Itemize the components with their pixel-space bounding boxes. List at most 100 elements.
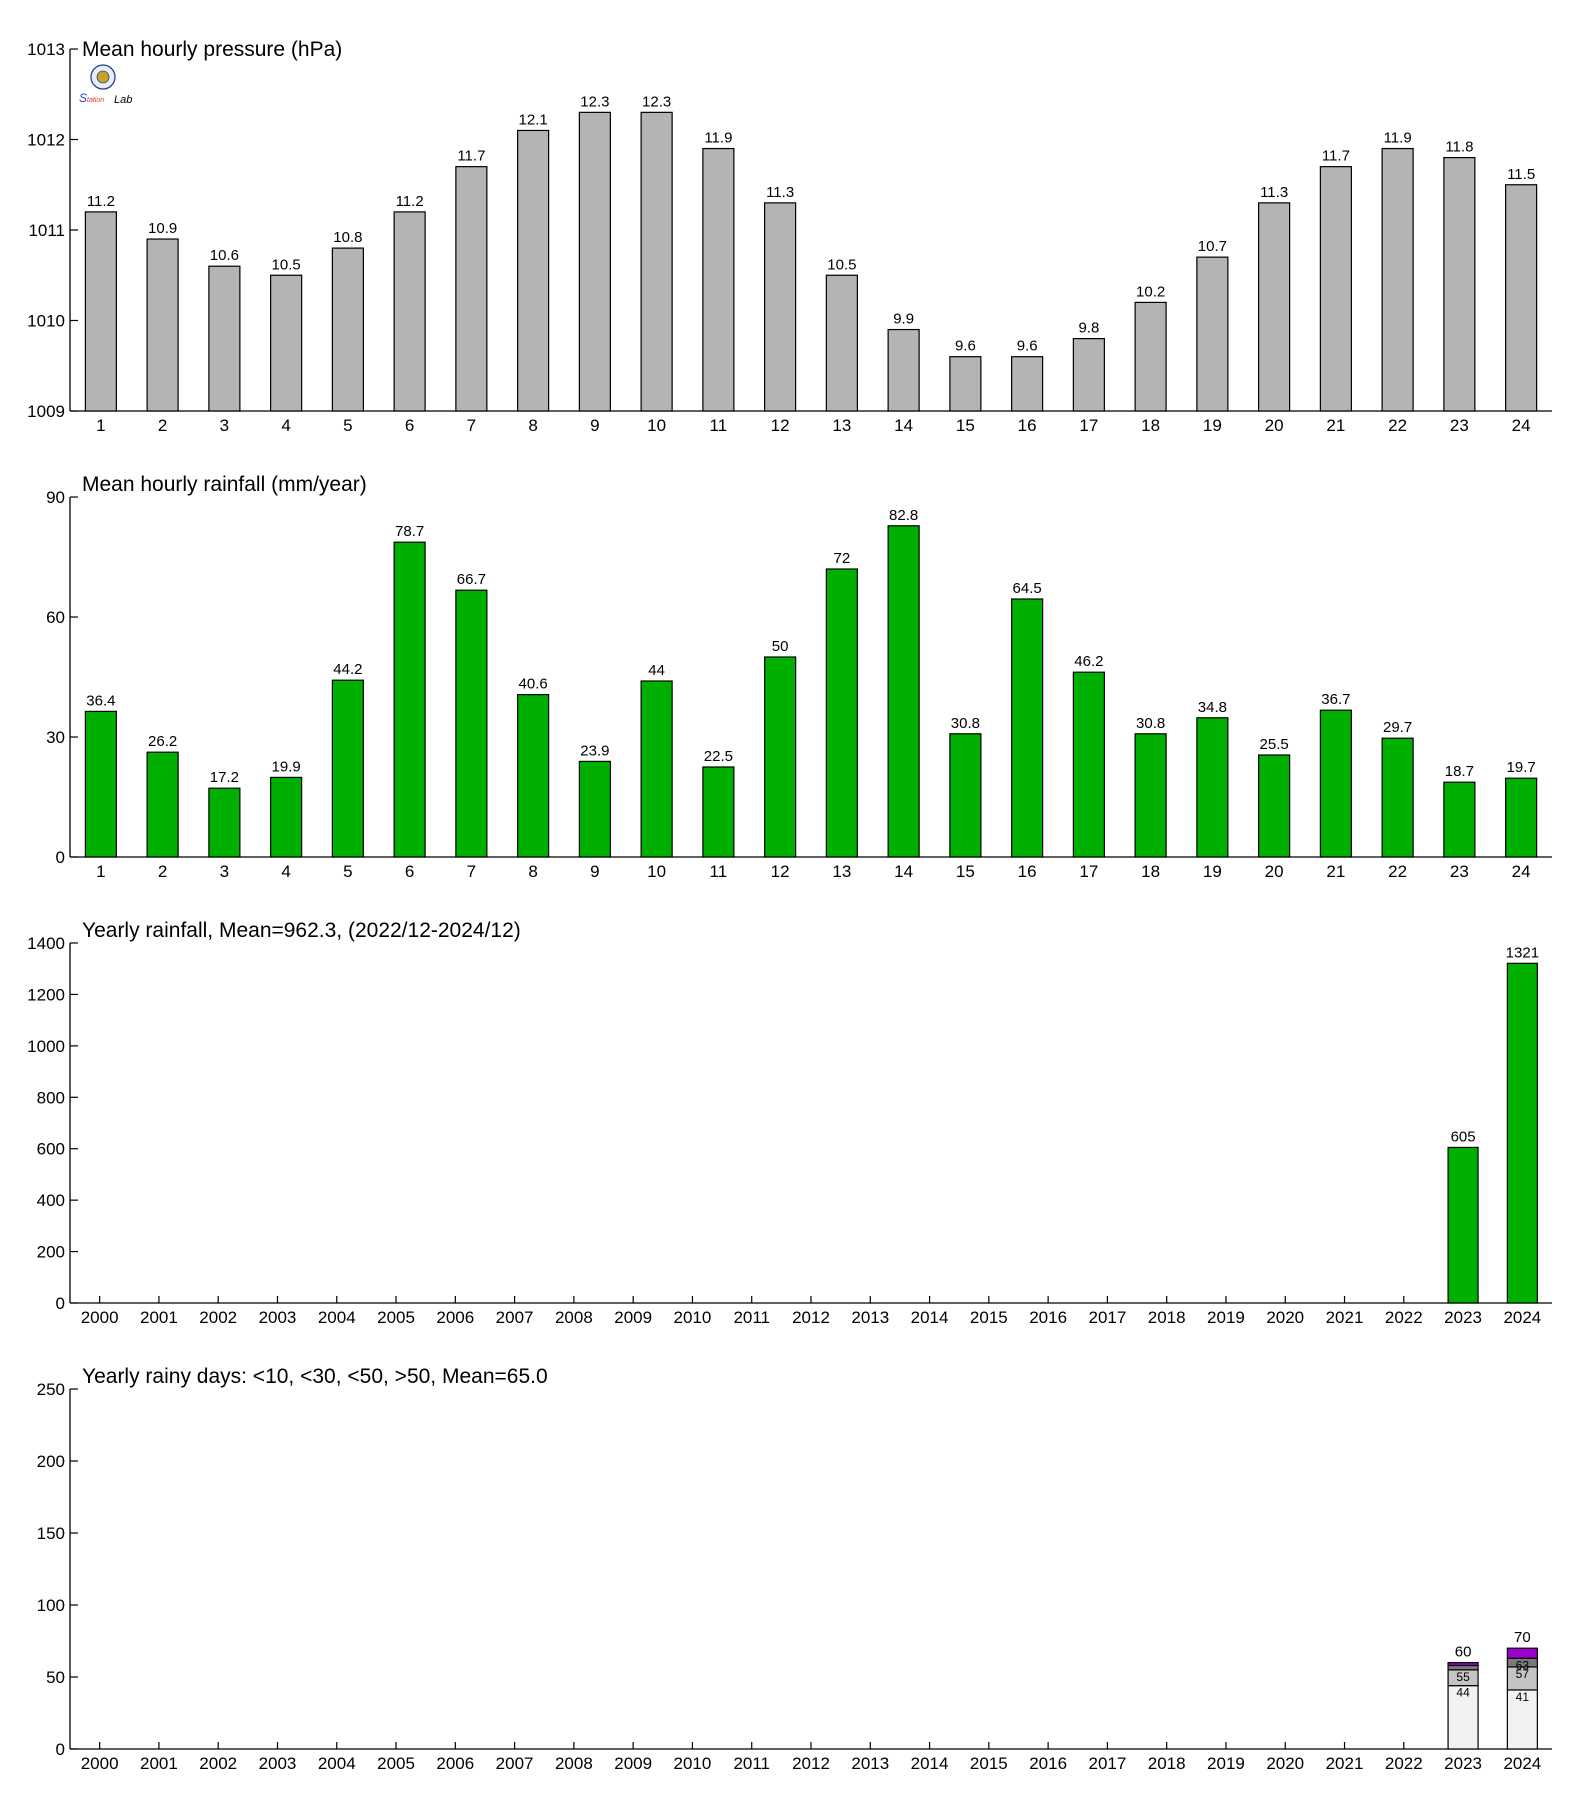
x-tick-label: 8 — [528, 862, 537, 881]
x-tick-label: 2 — [158, 862, 167, 881]
bar-value-label: 50 — [772, 638, 789, 655]
bar — [1319, 166, 1352, 412]
stack-segment-label: 44 — [1456, 1686, 1470, 1700]
x-tick-label: 2024 — [1503, 1308, 1541, 1327]
x-tick-label: 23 — [1450, 862, 1469, 881]
x-tick-label: 2000 — [81, 1308, 119, 1327]
x-tick-label: 13 — [832, 862, 851, 881]
x-tick-label: 1 — [96, 416, 105, 435]
bar — [1447, 1146, 1479, 1304]
bar-value-label: 11.2 — [87, 193, 115, 210]
x-tick-label: 19 — [1203, 416, 1222, 435]
x-tick-label: 6 — [405, 862, 414, 881]
x-tick-label: 2002 — [199, 1754, 237, 1773]
bar — [1072, 671, 1105, 858]
bar-value-label: 12.1 — [519, 111, 548, 128]
bar — [1134, 301, 1167, 412]
bar — [146, 751, 179, 858]
bar-value-label: 10.7 — [1198, 238, 1227, 255]
y-tick-label: 0 — [56, 1294, 65, 1313]
x-tick-label: 2008 — [555, 1308, 593, 1327]
bar — [84, 211, 117, 412]
x-tick-label: 18 — [1141, 862, 1160, 881]
x-tick-label: 22 — [1388, 416, 1407, 435]
bar — [1011, 356, 1044, 412]
x-tick-label: 2011 — [733, 1308, 770, 1327]
x-tick-label: 13 — [832, 416, 851, 435]
bar — [949, 356, 982, 412]
bar — [1011, 598, 1044, 858]
y-tick-label: 0 — [56, 848, 65, 867]
bar-value-label: 11.7 — [1322, 148, 1350, 165]
y-tick-label: 250 — [37, 1380, 65, 1399]
logo-s-mark: Station — [79, 91, 104, 105]
bar-value-label: 11.3 — [766, 184, 794, 201]
stack-segment-label: 41 — [1516, 1690, 1530, 1704]
bar — [1505, 777, 1538, 858]
bar — [331, 247, 364, 412]
bar — [825, 568, 858, 858]
bar-value-label: 18.7 — [1445, 763, 1474, 780]
x-tick-label: 2015 — [970, 1308, 1008, 1327]
bar-value-label: 10.2 — [1136, 283, 1165, 300]
x-tick-label: 12 — [771, 862, 790, 881]
logo-text: Lab — [114, 94, 132, 106]
stack-segment-label: 55 — [1456, 1670, 1470, 1684]
stack-segment — [1447, 1661, 1479, 1667]
bar-value-label: 605 — [1451, 1128, 1476, 1145]
x-tick-label: 2009 — [614, 1754, 652, 1773]
bar-value-label: 46.2 — [1074, 653, 1103, 670]
stack-segment-label: 57 — [1516, 1667, 1530, 1681]
x-tick-label: 16 — [1018, 862, 1037, 881]
chart-title: Yearly rainfall, Mean=962.3, (2022/12-20… — [82, 919, 521, 942]
x-tick-label: 2008 — [555, 1754, 593, 1773]
x-tick-label: 5 — [343, 862, 352, 881]
bar — [517, 129, 550, 412]
x-tick-label: 2014 — [911, 1754, 949, 1773]
x-tick-label: 12 — [771, 416, 790, 435]
stack-total-label: 70 — [1514, 1629, 1531, 1646]
bar — [578, 760, 611, 858]
x-tick-label: 2022 — [1385, 1308, 1423, 1327]
bar-value-label: 25.5 — [1260, 736, 1289, 753]
bar-value-label: 9.8 — [1078, 320, 1099, 337]
y-tick-label: 1000 — [27, 1037, 65, 1056]
x-tick-label: 6 — [405, 416, 414, 435]
x-tick-label: 2000 — [81, 1754, 119, 1773]
bar — [393, 211, 426, 412]
y-tick-label: 150 — [37, 1524, 65, 1543]
x-tick-label: 15 — [956, 862, 975, 881]
bar — [887, 525, 920, 858]
x-tick-label: 23 — [1450, 416, 1469, 435]
y-tick-label: 100 — [37, 1596, 65, 1615]
bar — [455, 589, 488, 858]
stack-total-label: 60 — [1455, 1644, 1472, 1661]
y-tick-label: 400 — [37, 1191, 65, 1210]
bar — [393, 541, 426, 858]
bar — [331, 679, 364, 858]
bar-value-label: 10.8 — [333, 229, 362, 246]
y-tick-label: 30 — [46, 728, 65, 747]
logo-emblem-center-icon — [96, 70, 110, 84]
y-tick-label: 0 — [56, 1740, 65, 1759]
x-tick-label: 2005 — [377, 1308, 415, 1327]
bar-value-label: 72 — [834, 550, 851, 567]
x-tick-label: 2012 — [792, 1754, 830, 1773]
x-tick-label: 14 — [894, 862, 913, 881]
x-tick-label: 2004 — [318, 1754, 356, 1773]
bar — [208, 265, 241, 412]
x-tick-label: 2006 — [436, 1308, 474, 1327]
x-tick-label: 16 — [1018, 416, 1037, 435]
bar — [1381, 147, 1414, 412]
bar — [1196, 256, 1229, 412]
bar — [270, 274, 303, 412]
bar — [84, 710, 117, 858]
bar — [1381, 737, 1414, 858]
bar-value-label: 36.7 — [1321, 691, 1350, 708]
stack-segment-label: 63 — [1516, 1658, 1530, 1672]
bar — [578, 111, 611, 412]
bar-value-label: 17.2 — [210, 769, 239, 786]
x-tick-label: 2023 — [1444, 1754, 1482, 1773]
x-tick-label: 11 — [710, 862, 728, 881]
